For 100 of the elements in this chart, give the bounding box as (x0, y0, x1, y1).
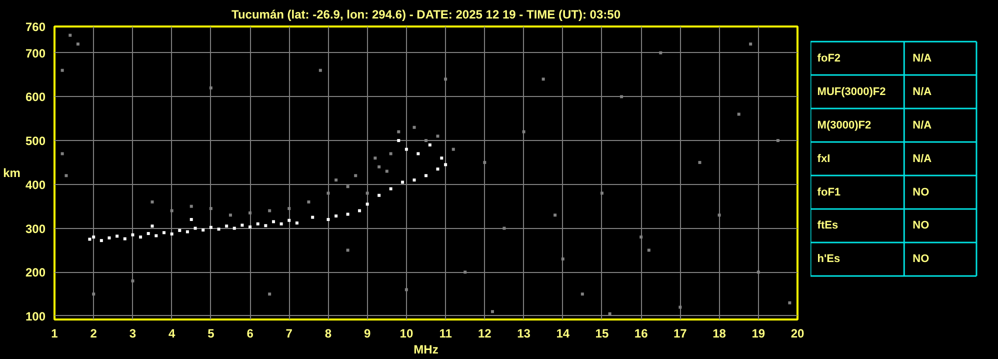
point (444, 163, 448, 166)
point (401, 180, 404, 184)
category-label: h'Es (817, 253, 840, 266)
point (131, 233, 134, 236)
point (749, 42, 752, 46)
point (190, 204, 193, 208)
point (354, 174, 358, 178)
point (756, 270, 760, 274)
point (718, 214, 721, 217)
point (424, 174, 428, 178)
point (346, 212, 350, 216)
chart-title: Tucumán (lat: -26.9, lon: 294.6) - DATE: 2025 12 19 - TIME (UT): 03:50 (232, 8, 621, 22)
x-tick-label: 5 (208, 326, 215, 340)
x-tick-label: 1 (51, 326, 58, 340)
point (452, 148, 455, 151)
point (678, 306, 682, 309)
point (240, 224, 244, 227)
point (412, 178, 416, 182)
point (389, 187, 392, 190)
x-tick-label: 14 (556, 326, 570, 340)
text: N/A (912, 152, 932, 165)
point (100, 239, 103, 242)
point (217, 228, 220, 231)
point (346, 248, 350, 252)
point (272, 220, 275, 224)
y-tick-label: 760 (25, 20, 46, 34)
point (554, 214, 557, 217)
point (326, 192, 330, 195)
point (318, 68, 322, 72)
point (68, 34, 72, 37)
point (600, 192, 604, 195)
point (280, 222, 283, 226)
point (64, 174, 68, 178)
point (561, 257, 564, 260)
point (88, 238, 92, 241)
y-tick-label: 100 (25, 309, 46, 324)
point (659, 51, 662, 54)
point (228, 214, 232, 217)
x-tick-label: 2 (90, 326, 98, 340)
category-label: foF2 (817, 52, 841, 64)
point (397, 139, 400, 142)
category-label: M(3000)F2 (817, 119, 872, 132)
point (60, 152, 64, 156)
point (326, 218, 330, 221)
point (436, 168, 440, 171)
y-tick-label: 700 (25, 46, 46, 60)
point (248, 225, 252, 228)
point (76, 42, 80, 46)
point (378, 165, 381, 168)
text: NO (912, 186, 930, 198)
point (288, 207, 291, 210)
point (209, 226, 212, 229)
point (464, 270, 467, 274)
point (170, 232, 174, 236)
point (334, 178, 338, 182)
x-tick-label: 19 (752, 326, 766, 340)
point (440, 156, 444, 160)
point (307, 200, 310, 204)
point (404, 288, 408, 292)
point (698, 160, 702, 164)
category-label: MUF(3000)F2 (817, 86, 886, 98)
x-tick-label: 7 (286, 326, 293, 340)
point (256, 222, 260, 226)
text: N/A (912, 119, 932, 132)
point (295, 222, 298, 225)
point (264, 224, 268, 228)
y-axis-title: km (3, 166, 20, 180)
point (209, 86, 212, 90)
text: NO (912, 253, 930, 266)
point (346, 185, 350, 188)
point (737, 112, 740, 116)
point (374, 156, 377, 160)
point (146, 232, 150, 236)
x-tick-label: 20 (790, 326, 804, 340)
point (139, 236, 142, 239)
point (640, 236, 643, 239)
point (620, 95, 624, 98)
point (483, 160, 486, 164)
point (131, 279, 134, 282)
point (385, 170, 388, 173)
point (178, 228, 182, 232)
x-tick-label: 17 (674, 326, 688, 340)
point (428, 143, 432, 146)
category-label: fxI (817, 152, 830, 165)
point (502, 226, 506, 230)
point (92, 292, 96, 296)
point (194, 226, 197, 230)
point (358, 209, 362, 212)
point (248, 211, 252, 214)
point (608, 312, 612, 316)
point (378, 194, 381, 197)
point (580, 292, 584, 296)
point (288, 218, 291, 222)
point (404, 148, 408, 151)
point (311, 216, 314, 219)
text: NO (912, 220, 930, 232)
category-label: ftEs (817, 220, 838, 232)
point (268, 292, 272, 296)
point (424, 139, 428, 142)
point (268, 209, 272, 212)
